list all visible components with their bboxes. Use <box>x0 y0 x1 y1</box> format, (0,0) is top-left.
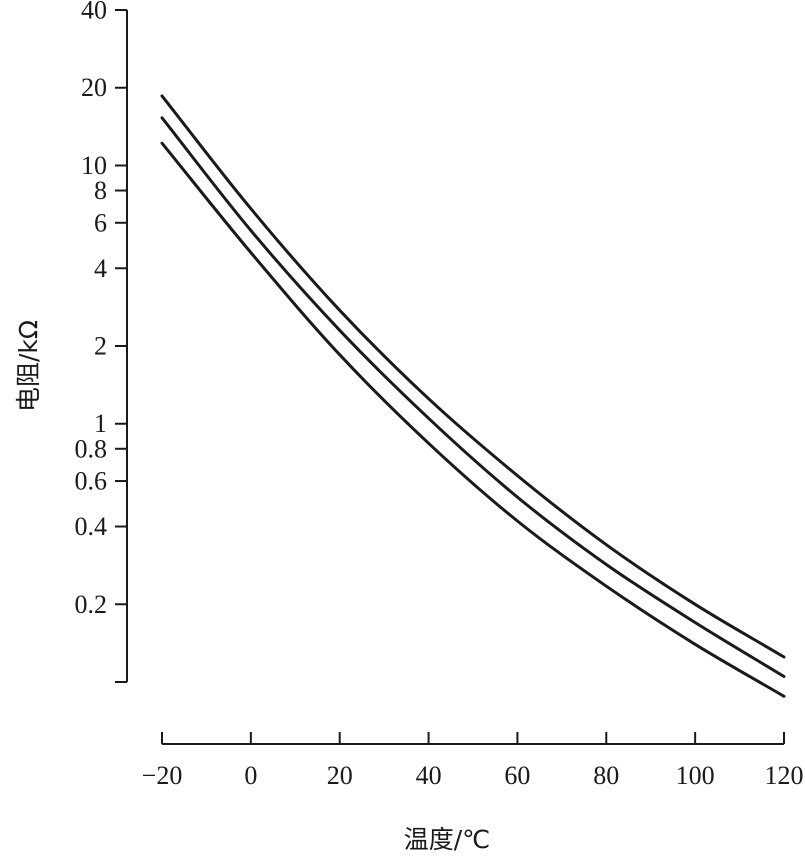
x-axis-title: 温度/℃ <box>404 825 491 854</box>
series-line-2 <box>160 116 786 678</box>
series-lines <box>160 94 786 698</box>
x-tick-label: −20 <box>142 761 183 790</box>
y-tick-label: 8 <box>94 176 107 205</box>
y-tick-label: 0.8 <box>75 434 108 463</box>
y-tick-label: 1 <box>94 409 107 438</box>
x-tick-label: 0 <box>244 761 257 790</box>
y-tick-label: 4 <box>94 254 107 283</box>
y-tick-label: 40 <box>81 0 107 25</box>
y-axis-title: 电阻/kΩ <box>14 320 43 412</box>
y-tick-label: 20 <box>81 73 107 102</box>
y-tick-label: 0.2 <box>75 590 108 619</box>
series-line-3 <box>160 141 786 698</box>
x-ticks: −20 0 20 40 60 80 100 120 <box>142 732 804 790</box>
x-tick-label: 120 <box>765 761 804 790</box>
y-tick-label: 0.6 <box>75 467 108 496</box>
y-axis: 0.2 0.4 0.6 0.81 2 4 6 810 20 40 <box>75 0 128 683</box>
y-tick-label: 0.4 <box>75 512 108 541</box>
x-axis: −20 0 20 40 60 80 100 120 <box>142 732 804 790</box>
y-tick-label: 6 <box>94 208 107 237</box>
x-tick-label: 40 <box>416 761 442 790</box>
y-tick-label: 2 <box>94 332 107 361</box>
series-line-1 <box>160 94 786 659</box>
y-ticks: 0.2 0.4 0.6 0.81 2 4 6 810 20 40 <box>75 0 127 683</box>
y-tick-label: 10 <box>81 151 107 180</box>
x-tick-label: 20 <box>327 761 353 790</box>
x-tick-label: 80 <box>593 761 619 790</box>
x-tick-label: 100 <box>676 761 715 790</box>
x-tick-label: 60 <box>504 761 530 790</box>
